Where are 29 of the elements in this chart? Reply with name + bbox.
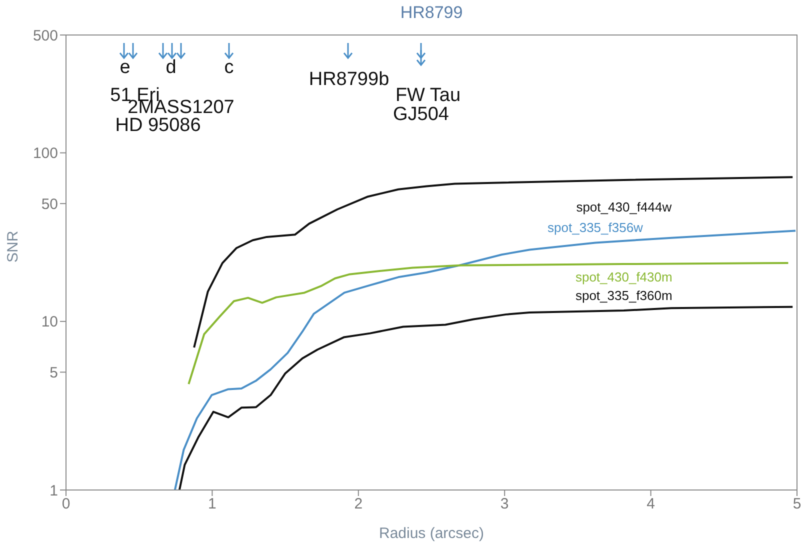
annotation: GJ504 <box>393 104 450 125</box>
annotation: c <box>224 56 234 78</box>
y-axis-title: SNR <box>4 230 22 262</box>
annotation: HR8799b <box>308 68 390 90</box>
series-label: spot_430_f430m <box>575 269 672 284</box>
series-label: spot_430_f444w <box>576 199 672 214</box>
y-tick-label: 100 <box>32 145 58 162</box>
x-tick-label: 0 <box>62 496 70 513</box>
y-tick-label: 10 <box>41 314 58 331</box>
chart-title: HR8799 <box>400 3 463 22</box>
x-tick-label: 3 <box>500 496 509 513</box>
annotation: e <box>120 56 130 78</box>
y-tick-label: 1 <box>50 482 58 500</box>
x-tick-label: 2 <box>354 496 363 513</box>
annotation: d <box>166 56 176 78</box>
y-tick-label: 500 <box>32 27 58 44</box>
line-series <box>188 262 790 386</box>
x-axis-title: Radius (arcsec) <box>378 525 484 542</box>
x-tick-label: 5 <box>792 496 802 513</box>
annotation: HD 95086 <box>115 114 201 136</box>
series-label: spot_335_f356w <box>548 220 644 236</box>
y-tick-label: 5 <box>50 364 58 382</box>
y-tick-label: 50 <box>41 196 58 213</box>
line-series <box>178 306 794 490</box>
annotation: FW Tau <box>395 84 461 106</box>
x-tick-label: 1 <box>208 496 216 513</box>
x-tick-label: 4 <box>646 496 655 513</box>
line-series <box>193 176 794 349</box>
series-label: spot_335_f360m <box>575 288 672 303</box>
